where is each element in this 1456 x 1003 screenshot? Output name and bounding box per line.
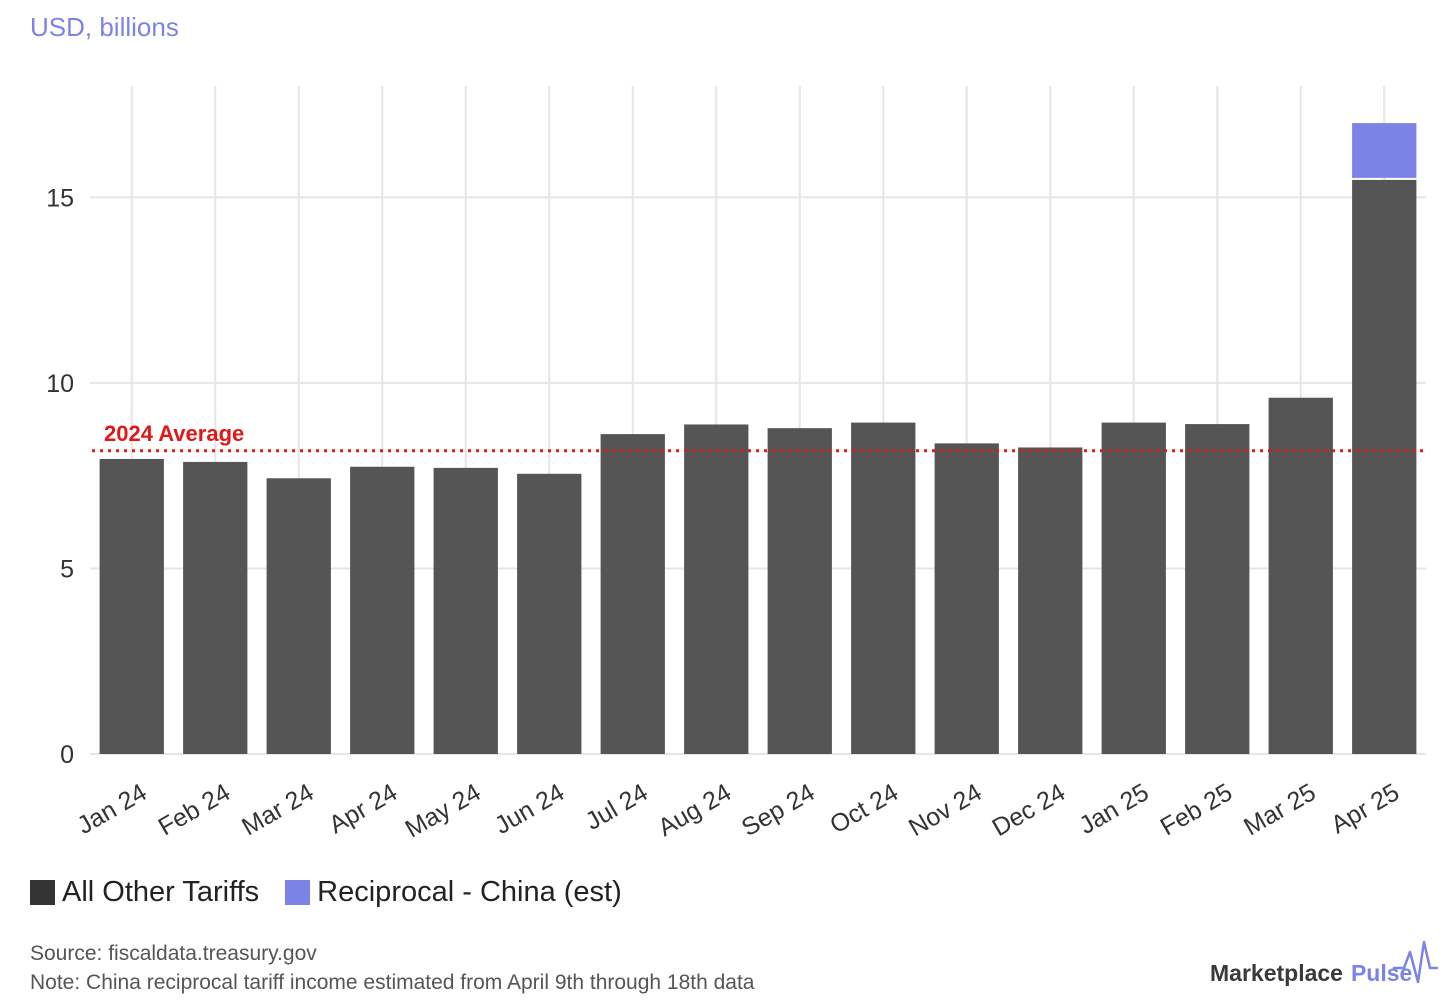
x-tick-label: Jan 25 (1075, 778, 1154, 840)
bar-all-other-tariffs (99, 458, 164, 754)
x-tick-label: Dec 24 (987, 778, 1070, 842)
y-tick-label: 15 (46, 184, 74, 212)
bar-all-other-tariffs (433, 467, 498, 754)
x-tick-label: Feb 24 (154, 778, 235, 841)
legend: All Other Tariffs Reciprocal - China (es… (30, 876, 648, 909)
bar-all-other-tariffs (767, 428, 832, 754)
y-tick-label: 0 (60, 741, 74, 769)
x-tick-label: Sep 24 (737, 778, 820, 842)
legend-label-all-other-tariffs: All Other Tariffs (62, 876, 260, 908)
bar-all-other-tariffs (851, 422, 916, 754)
bar-all-other-tariffs (684, 424, 749, 754)
x-tick-label: Mar 24 (237, 778, 318, 841)
legend-label-reciprocal-china: Reciprocal - China (est) (317, 876, 622, 908)
bar-all-other-tariffs (1352, 179, 1417, 754)
brand-name-part2: Pulse (1350, 960, 1413, 986)
bar-all-other-tariffs (1018, 447, 1083, 754)
bar-all-other-tariffs (517, 473, 582, 754)
bar-all-other-tariffs (600, 434, 665, 754)
x-tick-label: Jun 24 (490, 778, 569, 840)
source-note: Source: fiscaldata.treasury.gov (30, 942, 317, 965)
bar-all-other-tariffs (1185, 424, 1250, 754)
y-tick-label: 10 (46, 370, 74, 398)
chart-subtitle: USD, billions (30, 12, 179, 42)
reference-line-label: 2024 Average (104, 421, 244, 446)
bar-all-other-tariffs (183, 461, 248, 754)
x-tick-label: Oct 24 (825, 778, 903, 839)
footnote: Note: China reciprocal tariff income est… (30, 971, 755, 994)
x-tick-label: Jan 24 (73, 778, 152, 840)
x-tick-label: May 24 (401, 778, 486, 843)
x-tick-label: Mar 25 (1239, 778, 1320, 841)
x-tick-label: Nov 24 (904, 778, 987, 842)
legend-swatch-reciprocal-china (285, 880, 311, 905)
legend-item-all-other-tariffs: All Other Tariffs (30, 876, 259, 909)
x-tick-label: Apr 24 (324, 778, 402, 839)
bar-all-other-tariffs (934, 443, 999, 754)
bar-all-other-tariffs (266, 478, 331, 754)
legend-swatch-all-other-tariffs (30, 880, 55, 905)
bar-all-other-tariffs (350, 466, 415, 754)
legend-item-reciprocal-china: Reciprocal - China (est) (285, 876, 622, 909)
y-tick-label: 5 (60, 555, 74, 583)
pulse-icon (1392, 940, 1438, 984)
bar-all-other-tariffs (1268, 397, 1333, 754)
x-tick-label: Jul 24 (581, 778, 653, 836)
x-tick-label: Aug 24 (653, 778, 736, 842)
brand-logo: Marketplace Pulse (1210, 960, 1412, 987)
x-tick-label: Apr 25 (1326, 778, 1404, 839)
brand-name-part1: Marketplace (1210, 960, 1343, 986)
bar-reciprocal-china (1352, 123, 1417, 178)
bar-all-other-tariffs (1101, 422, 1166, 754)
x-tick-label: Feb 25 (1156, 778, 1237, 841)
